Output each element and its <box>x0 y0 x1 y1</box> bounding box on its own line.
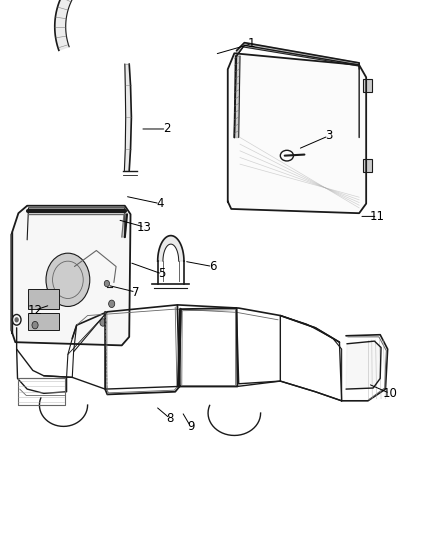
Text: 3: 3 <box>325 130 332 142</box>
Circle shape <box>104 280 110 287</box>
Text: 9: 9 <box>187 420 194 433</box>
Text: 10: 10 <box>382 387 397 400</box>
Text: 8: 8 <box>166 412 173 425</box>
Text: 13: 13 <box>137 221 152 233</box>
Text: 11: 11 <box>370 210 385 223</box>
Bar <box>28 289 59 309</box>
Polygon shape <box>124 64 131 171</box>
Polygon shape <box>122 214 127 237</box>
Circle shape <box>32 321 38 329</box>
Polygon shape <box>234 56 240 138</box>
Text: 4: 4 <box>156 197 164 210</box>
Polygon shape <box>55 0 118 50</box>
Polygon shape <box>228 53 366 213</box>
Polygon shape <box>346 341 381 389</box>
Text: 6: 6 <box>208 260 216 273</box>
Bar <box>28 313 59 330</box>
Bar <box>363 79 372 92</box>
Text: 1: 1 <box>248 37 256 50</box>
Bar <box>363 159 372 172</box>
Circle shape <box>109 300 115 308</box>
Polygon shape <box>237 43 359 69</box>
Circle shape <box>46 253 90 306</box>
Polygon shape <box>158 236 184 261</box>
Text: 7: 7 <box>132 286 140 298</box>
Circle shape <box>14 317 19 322</box>
Polygon shape <box>12 206 131 345</box>
Text: 2: 2 <box>162 123 170 135</box>
Circle shape <box>100 319 106 326</box>
Text: 5: 5 <box>159 268 166 280</box>
Text: 12: 12 <box>28 304 42 317</box>
